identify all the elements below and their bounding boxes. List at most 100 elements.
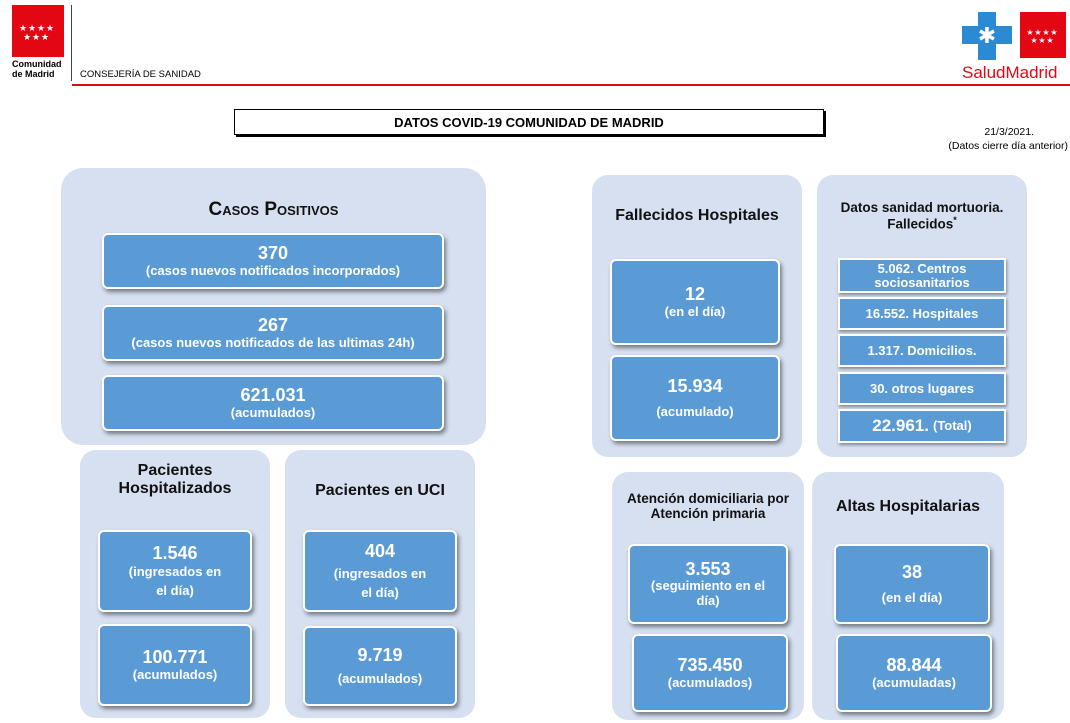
mortuoria-item-total: 22.961. (Total): [838, 409, 1006, 443]
page-title: DATOS COVID-19 COMUNIDAD DE MADRID: [234, 109, 824, 135]
uci-title: Pacientes en UCI: [315, 482, 445, 499]
mortuoria-item-line2: sociosanitarios: [874, 274, 970, 290]
atencion-title-line2: Atención primaria: [650, 505, 766, 521]
uci-acc-label: (acumulados): [337, 670, 423, 686]
altas-acc-value: 88.844: [886, 655, 942, 676]
mortuoria-item-line1: 1.317. Domicilios.: [867, 342, 977, 358]
casos-label: (casos nuevos notificados de las ultimas…: [131, 334, 415, 350]
hospitalizados-panel: Pacientes Hospitalizados 1.546 (ingresad…: [80, 450, 270, 718]
hospitalizados-acc-value: 100.771: [142, 647, 208, 668]
atencion-box-acumulados: 735.450 (acumulados): [632, 634, 788, 712]
casos-value: 267: [257, 315, 289, 336]
fallecidos-panel: Fallecidos Hospitales 12 (en el día) 15.…: [592, 175, 802, 457]
fallecidos-box-acumulado: 15.934 (acumulado): [610, 355, 780, 441]
casos-value: 621.031: [240, 385, 306, 406]
salud-stars-icon: ★ ★ ★ ★ ★ ★ ★: [1026, 28, 1057, 45]
altas-day-label: (en el día): [881, 589, 943, 605]
uci-day-label-1: (ingresados en: [333, 566, 427, 582]
fallecidos-box-dia: 12 (en el día): [610, 259, 780, 345]
mortuoria-panel: Datos sanidad mortuoria. Fallecidos* 5.0…: [817, 175, 1027, 457]
comunidad-madrid-logo: ★ ★ ★ ★ ★ ★ ★: [12, 5, 64, 57]
mortuoria-item-line1: 16.552. Hospitales: [865, 305, 979, 321]
casos-positivos-panel: Casos Positivos 370 (casos nuevos notifi…: [61, 168, 486, 445]
salud-madrid-logo: ✱ ★ ★ ★ ★ ★ ★ ★ SaludMadrid: [962, 8, 1066, 84]
casos-value: 370: [257, 243, 289, 264]
header-divider-vertical: [71, 5, 72, 81]
department-label: CONSEJERÍA DE SANIDAD: [80, 69, 201, 80]
atencion-box-dia: 3.553 (seguimiento en el día): [628, 544, 788, 624]
hospitalizados-box-dia: 1.546 (ingresados en el día): [98, 530, 252, 612]
logo-text-line2: de Madrid: [12, 69, 55, 79]
casos-box-acumulados: 621.031 (acumulados): [102, 375, 444, 431]
svg-text:★: ★: [1046, 36, 1053, 45]
uci-day-value: 404: [364, 540, 396, 561]
mortuoria-asterisk: *: [953, 214, 957, 225]
mortuoria-item-domicilios: 1.317. Domicilios.: [838, 334, 1006, 367]
svg-text:★: ★: [46, 24, 54, 34]
casos-label: (casos nuevos notificados incorporados): [145, 262, 401, 278]
mortuoria-item-line1: 5.062. Centros: [877, 260, 967, 276]
altas-day-value: 38: [901, 562, 923, 583]
altas-box-acumuladas: 88.844 (acumuladas): [836, 634, 992, 712]
uci-panel: Pacientes en UCI 404 (ingresados en el d…: [285, 450, 475, 718]
svg-text:★: ★: [41, 33, 49, 43]
casos-box-nuevos-24h: 267 (casos nuevos notificados de las ult…: [102, 305, 444, 361]
hospitalizados-day-label-2: el día): [156, 583, 194, 599]
hospitalizados-day-label-1: (ingresados en: [128, 564, 222, 580]
svg-text:★: ★: [23, 33, 31, 43]
salud-flag: ★ ★ ★ ★ ★ ★ ★: [1020, 12, 1066, 58]
svg-text:★: ★: [1038, 36, 1045, 45]
fallecidos-acc-label: (acumulado): [656, 403, 734, 419]
svg-text:★: ★: [1050, 28, 1057, 37]
header-red-rule: [72, 84, 1070, 86]
altas-acc-label: (acumuladas): [872, 674, 956, 690]
salud-cross-icon: ✱: [962, 12, 1012, 60]
altas-title: Altas Hospitalarias: [835, 498, 981, 515]
svg-text:✱: ✱: [978, 24, 996, 49]
uci-day-label-2: el día): [361, 585, 399, 601]
svg-text:★: ★: [1026, 28, 1033, 37]
uci-acc-value: 9.719: [357, 645, 403, 666]
casos-box-nuevos-incorporados: 370 (casos nuevos notificados incorporad…: [102, 233, 444, 289]
mortuoria-item-line1: 30. otros lugares: [869, 380, 975, 396]
altas-box-dia: 38 (en el día): [834, 544, 990, 624]
fallecidos-day-value: 12: [684, 284, 706, 305]
svg-text:★: ★: [1042, 28, 1049, 37]
mortuoria-total-value: 22.961.: [872, 416, 929, 436]
hospitalizados-day-value: 1.546: [152, 542, 198, 563]
atencion-panel: Atención domiciliaria por Atención prima…: [612, 472, 804, 720]
mortuoria-item-centros: 5.062. Centros sociosanitarios: [838, 258, 1006, 293]
svg-text:★: ★: [1030, 36, 1037, 45]
svg-text:★: ★: [28, 24, 36, 34]
mortuoria-title-line2: Fallecidos: [887, 216, 954, 232]
atencion-acc-value: 735.450: [677, 655, 743, 676]
page-title-text: DATOS COVID-19 COMUNIDAD DE MADRID: [394, 115, 664, 130]
hospitalizados-acc-label: (acumulados): [132, 666, 218, 682]
casos-label: (acumulados): [230, 404, 316, 420]
svg-text:★: ★: [1034, 28, 1041, 37]
fallecidos-acc-value: 15.934: [667, 376, 723, 397]
mortuoria-item-hospitales: 16.552. Hospitales: [838, 297, 1006, 330]
salud-text: Salud: [962, 63, 1006, 82]
report-date-note: (Datos cierre día anterior): [948, 140, 1068, 152]
fallecidos-day-label: (en el día): [664, 303, 726, 319]
uci-box-dia: 404 (ingresados en el día): [303, 530, 457, 612]
mortuoria-total-label: (Total): [932, 418, 972, 434]
stars-icon: ★ ★ ★ ★ ★ ★ ★: [19, 24, 54, 43]
atencion-day-label-1: (seguimiento en el: [650, 578, 766, 594]
madrid-text: Madrid: [1005, 63, 1058, 82]
hospitalizados-box-acumulados: 100.771 (acumulados): [98, 624, 252, 706]
atencion-acc-label: (acumulados): [667, 674, 753, 690]
svg-text:★: ★: [32, 33, 40, 43]
mortuoria-title-line1: Datos sanidad mortuoria.: [840, 200, 1004, 215]
fallecidos-title: Fallecidos Hospitales: [615, 207, 779, 224]
mortuoria-item-otros: 30. otros lugares: [838, 372, 1006, 405]
atencion-day-value: 3.553: [685, 558, 731, 579]
casos-positivos-title: Casos Positivos: [208, 199, 339, 220]
altas-panel: Altas Hospitalarias 38 (en el día) 88.84…: [812, 472, 1004, 720]
logo-text-line1: Comunidad: [12, 59, 62, 69]
report-date: 21/3/2021.: [984, 126, 1034, 138]
svg-text:★: ★: [19, 24, 27, 34]
hospitalizados-title: Pacientes Hospitalizados: [118, 462, 232, 497]
atencion-day-label-2: día): [696, 593, 720, 609]
